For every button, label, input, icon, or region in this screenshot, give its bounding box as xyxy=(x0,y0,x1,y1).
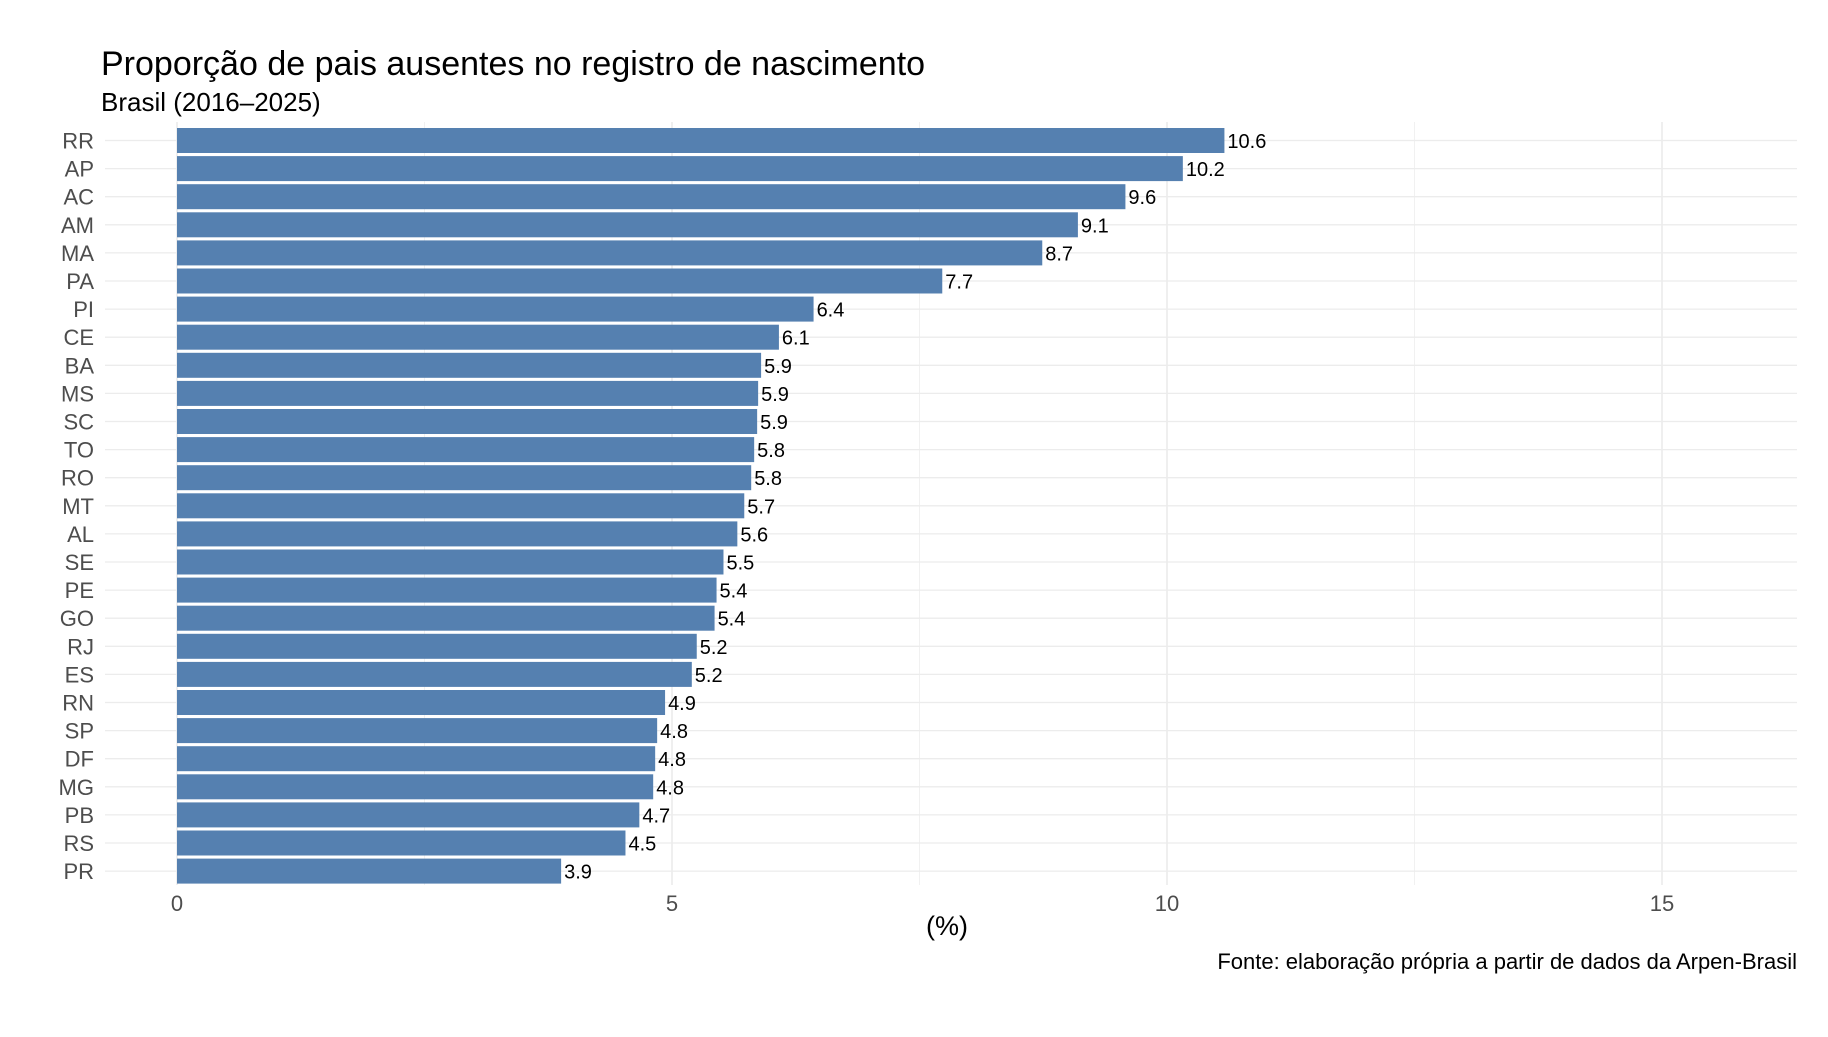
data-label-rn: 4.9 xyxy=(668,693,696,715)
data-label-ac: 9.6 xyxy=(1128,187,1156,209)
y-tick-label-al: AL xyxy=(67,522,94,547)
data-label-pb: 4.7 xyxy=(642,805,670,827)
y-tick-label-pr: PR xyxy=(63,859,94,884)
bar-ap xyxy=(177,156,1183,182)
bar-es xyxy=(177,661,692,687)
bar-rn xyxy=(177,690,666,715)
bar-ce xyxy=(177,324,779,350)
y-tick-label-go: GO xyxy=(60,606,94,631)
bar-pr xyxy=(177,858,562,884)
data-label-pr: 3.9 xyxy=(564,862,592,884)
y-tick-label-ce: CE xyxy=(63,325,94,350)
data-label-sc: 5.9 xyxy=(760,412,788,434)
bar-am xyxy=(177,212,1078,238)
y-tick-label-mt: MT xyxy=(62,494,94,519)
bar-pi xyxy=(177,296,814,322)
data-label-pi: 6.4 xyxy=(817,300,845,322)
data-label-rj: 5.2 xyxy=(700,637,728,659)
bar-rr xyxy=(177,128,1225,153)
data-labels: 10.610.2 9.6 9.1 8.7 7.7 6.4 6.1 5.9 5.9 5.9 5.8 5.… xyxy=(564,131,1266,884)
bar-sp xyxy=(177,718,658,744)
y-tick-label-ba: BA xyxy=(65,353,95,378)
y-tick-label-ms: MS xyxy=(61,381,94,406)
bar-ba xyxy=(177,352,762,378)
x-axis-ticks: 0 5 10 15 xyxy=(171,891,1674,916)
bar-ma xyxy=(177,240,1043,266)
chart-title: Proporção de pais ausentes no registro d… xyxy=(101,45,925,83)
y-tick-label-sc: SC xyxy=(63,410,94,435)
bar-ac xyxy=(177,184,1126,210)
bar-mt xyxy=(177,493,745,519)
bar-pa xyxy=(177,268,943,294)
chart-subtitle: Brasil (2016–2025) xyxy=(101,87,321,117)
data-label-pa: 7.7 xyxy=(945,272,973,294)
data-label-ap: 10.2 xyxy=(1186,159,1225,181)
bars xyxy=(177,128,1225,884)
y-tick-label-se: SE xyxy=(65,550,94,575)
bar-al xyxy=(177,521,738,547)
bar-df xyxy=(177,746,656,772)
data-label-ms: 5.9 xyxy=(761,384,789,406)
y-tick-label-rj: RJ xyxy=(67,634,94,659)
data-label-rs: 4.5 xyxy=(628,834,656,856)
data-label-pe: 5.4 xyxy=(720,581,748,603)
bar-rs xyxy=(177,830,626,856)
data-label-sp: 4.8 xyxy=(660,721,688,743)
x-tick-label: 15 xyxy=(1650,891,1674,916)
data-label-ce: 6.1 xyxy=(782,328,810,350)
y-tick-label-am: AM xyxy=(61,213,94,238)
bar-ro xyxy=(177,465,752,491)
y-tick-label-rn: RN xyxy=(62,691,94,716)
data-label-go: 5.4 xyxy=(718,609,746,631)
chart-caption: Fonte: elaboração própria a partir de da… xyxy=(1217,949,1797,974)
y-tick-label-pe: PE xyxy=(65,578,94,603)
data-label-am: 9.1 xyxy=(1081,215,1109,237)
y-axis-categories: RR AP AC AM MA PA PI CE BA MS SC TO RO MT AL SE PE GO RJ ES… xyxy=(59,129,95,885)
y-tick-label-pa: PA xyxy=(66,269,94,294)
y-tick-label-ma: MA xyxy=(61,241,94,266)
bar-to xyxy=(177,437,755,463)
x-tick-label: 5 xyxy=(666,891,678,916)
y-tick-label-to: TO xyxy=(64,438,94,463)
y-tick-label-mg: MG xyxy=(59,775,94,800)
bar-pe xyxy=(177,577,717,603)
bar-mg xyxy=(177,774,654,800)
bar-rj xyxy=(177,633,697,659)
data-label-to: 5.8 xyxy=(757,440,785,462)
data-label-se: 5.5 xyxy=(726,553,754,575)
data-label-ba: 5.9 xyxy=(764,356,792,378)
data-label-df: 4.8 xyxy=(658,749,686,771)
data-label-rr: 10.6 xyxy=(1227,131,1266,153)
data-label-al: 5.6 xyxy=(740,524,768,546)
y-tick-label-es: ES xyxy=(65,662,94,687)
x-tick-label: 0 xyxy=(171,891,183,916)
y-tick-label-rs: RS xyxy=(63,831,94,856)
y-tick-label-pi: PI xyxy=(73,297,94,322)
y-tick-label-rr: RR xyxy=(62,129,94,154)
bar-ms xyxy=(177,380,759,406)
y-tick-label-ro: RO xyxy=(61,466,94,491)
data-label-ro: 5.8 xyxy=(754,468,782,490)
y-tick-label-ap: AP xyxy=(65,157,94,182)
y-tick-label-ac: AC xyxy=(63,185,94,210)
bar-se xyxy=(177,549,724,575)
data-label-ma: 8.7 xyxy=(1045,243,1073,265)
y-tick-label-pb: PB xyxy=(65,803,94,828)
y-tick-label-df: DF xyxy=(65,747,94,772)
x-tick-label: 10 xyxy=(1155,891,1179,916)
bar-pb xyxy=(177,802,640,828)
x-axis-label: (%) xyxy=(926,911,968,941)
bar-sc xyxy=(177,409,758,434)
y-tick-label-sp: SP xyxy=(65,719,94,744)
data-label-mt: 5.7 xyxy=(747,496,775,518)
data-label-mg: 4.8 xyxy=(656,777,684,799)
bar-go xyxy=(177,605,715,631)
data-label-es: 5.2 xyxy=(695,665,723,687)
